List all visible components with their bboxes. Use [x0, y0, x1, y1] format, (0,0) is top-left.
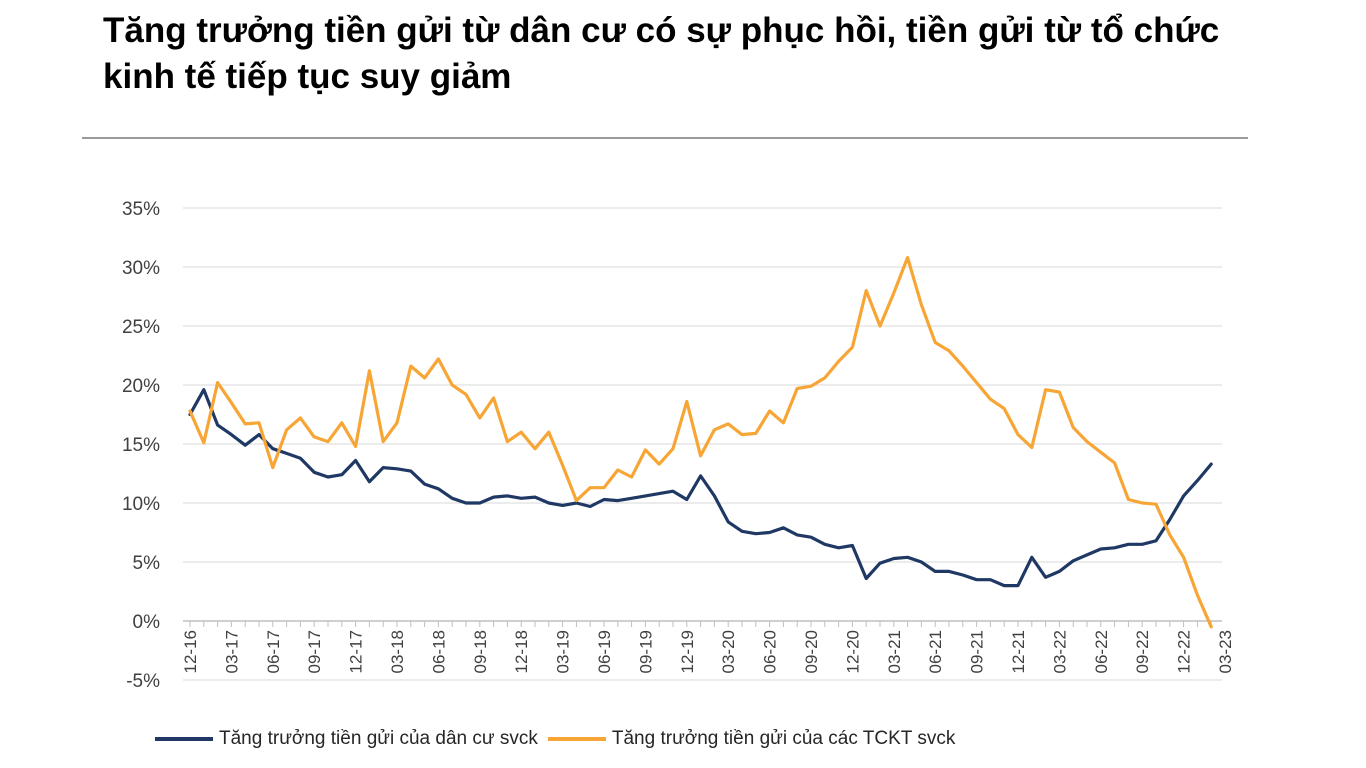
x-tick-label: 12-16: [181, 630, 200, 673]
series-line-0: [188, 388, 1213, 588]
legend-item-economic-orgs: Tăng trưởng tiền gửi của các TCKT svck: [547, 728, 956, 750]
legend-item-residents: Tăng trưởng tiền gửi của dân cư svck: [155, 728, 538, 750]
x-tick-label: 12-18: [512, 630, 531, 673]
x-tick-label: 09-21: [968, 630, 987, 673]
y-tick-label: 25%: [122, 317, 160, 338]
legend: Tăng trưởng tiền gửi của dân cư svck Tăn…: [155, 724, 965, 754]
x-tick-label: 03-20: [719, 630, 738, 673]
x-axis: 12-16 03-17 06-17 09-17 12-17 03-18 06-18 09-18…: [181, 620, 1235, 673]
x-tick-label: 06-17: [264, 630, 283, 673]
x-tick-label: 09-19: [636, 630, 655, 673]
x-tick-label: 09-22: [1133, 630, 1152, 673]
y-tick-label: 0%: [133, 612, 161, 633]
legend-label-residents: Tăng trưởng tiền gửi của dân cư svck: [219, 728, 538, 749]
y-tick-label: -5%: [126, 671, 160, 692]
chart-title: Tăng trưởng tiền gửi từ dân cư có sự phụ…: [103, 11, 1220, 96]
x-tick-label: 12-22: [1175, 630, 1194, 673]
x-tick-label: 03-23: [1216, 630, 1235, 673]
x-tick-label: 06-22: [1092, 630, 1111, 673]
legend-swatch-economic-orgs: [547, 737, 606, 741]
y-tick-label: 20%: [122, 376, 160, 397]
x-tick-label: 03-17: [222, 630, 241, 673]
x-tick-label: 06-20: [761, 630, 780, 673]
x-tick-label: 03-21: [885, 630, 904, 673]
y-tick-label: 5%: [133, 553, 161, 574]
y-axis-ticks: 35% 30% 25% 20% 15% 10% 5% 0% -5%: [122, 199, 160, 692]
x-tick-label: 09-20: [802, 630, 821, 673]
y-tick-label: 30%: [122, 258, 160, 279]
x-tick-label: 12-17: [347, 630, 366, 673]
y-tick-label: 35%: [122, 199, 160, 220]
x-tick-label: 03-22: [1050, 630, 1069, 673]
x-tick-label: 03-18: [388, 630, 407, 673]
legend-swatch-residents: [155, 737, 213, 741]
x-tick-label: 12-20: [843, 630, 862, 673]
y-tick-label: 10%: [122, 494, 160, 515]
x-tick-label: 06-19: [595, 630, 614, 673]
x-tick-label: 12-21: [1009, 630, 1028, 673]
x-tick-label: 09-18: [471, 630, 490, 673]
title-divider: [82, 137, 1248, 139]
legend-label-economic-orgs: Tăng trưởng tiền gửi của các TCKT svck: [611, 728, 956, 749]
x-tick-label: 06-18: [429, 630, 448, 673]
gridlines: [183, 207, 1222, 681]
series-lines: [188, 256, 1213, 629]
series-line-1: [188, 256, 1213, 629]
x-tick-label: 03-19: [554, 630, 573, 673]
y-tick-label: 15%: [122, 435, 160, 456]
x-tick-label: 09-17: [305, 630, 324, 673]
x-tick-label: 06-21: [926, 630, 945, 673]
x-tick-label: 12-19: [678, 630, 697, 673]
